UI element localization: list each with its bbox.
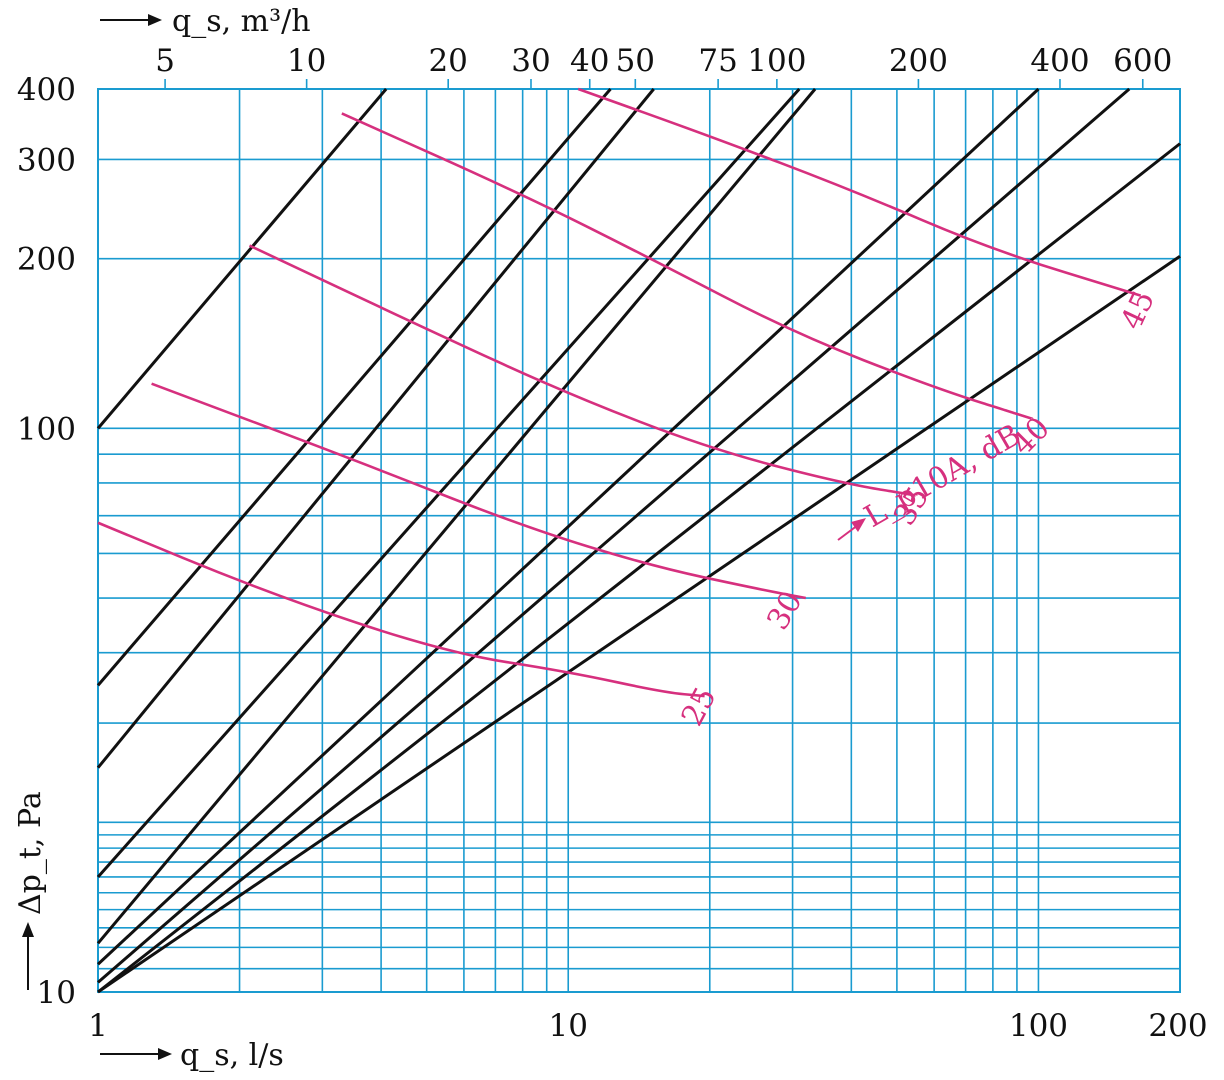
x-axis-label: q_s, l/s <box>180 1038 284 1073</box>
noise-curve-label: 45 <box>1114 286 1162 335</box>
x2-axis-label-group: q_s, m³/h <box>100 4 311 39</box>
x2-tick-label: 50 <box>616 43 655 79</box>
x2-tick-label: 30 <box>511 43 550 79</box>
noise-curve <box>341 112 1033 420</box>
x-axis-arrowhead <box>158 1048 172 1060</box>
x2-axis-label: q_s, m³/h <box>172 4 311 39</box>
x2-tick-label: 20 <box>428 43 467 79</box>
characteristic-line <box>97 142 1181 994</box>
x-tick-label: 200 <box>1148 1008 1207 1044</box>
noise-curve-label: 30 <box>760 585 809 636</box>
characteristic-line <box>96 88 388 430</box>
x2-tick-label: 600 <box>1113 43 1172 79</box>
curve-family-label-group: L_p10A, dB <box>837 417 1027 541</box>
x2-tick-label: 200 <box>889 43 948 79</box>
vertical-gridlines <box>97 89 1181 992</box>
y-tick-label: 200 <box>17 242 76 278</box>
curve-label-arrow-shaft <box>837 524 859 541</box>
characteristic-line <box>96 88 801 878</box>
x2-tick-label: 10 <box>287 43 326 79</box>
noise-curve-label: 25 <box>675 682 724 732</box>
noise-curve <box>151 382 807 600</box>
x-tick-label: 1 <box>88 1008 108 1044</box>
characteristic-line <box>96 87 1040 966</box>
characteristic-line <box>96 88 817 945</box>
y-tick-label: 400 <box>17 72 76 108</box>
x2-tick-label: 100 <box>747 43 806 79</box>
bottom-tick-labels: 1 10 100 200 <box>88 1008 1207 1044</box>
characteristic-line <box>96 88 655 769</box>
horizontal-gridlines <box>98 88 1180 993</box>
x-axis-label-group: q_s, l/s <box>100 1038 284 1073</box>
left-tick-labels: 10 100 200 300 400 <box>17 72 76 1011</box>
y-axis-label-group: Δp_t, Pa <box>13 791 48 990</box>
characteristic-line <box>97 87 1131 984</box>
y-axis-label: Δp_t, Pa <box>13 791 48 915</box>
characteristic-line <box>96 88 612 687</box>
characteristic-line <box>97 254 1181 994</box>
x-tick-label: 100 <box>1009 1008 1068 1044</box>
x-tick-label: 10 <box>548 1008 587 1044</box>
top-tick-labels: 5 10 20 30 40 50 75 100 200 400 600 <box>155 43 1172 89</box>
plot-frame <box>97 88 1181 993</box>
y-axis-arrowhead <box>22 922 34 937</box>
x2-axis-arrowhead <box>148 14 162 26</box>
y-tick-label: 100 <box>17 411 76 447</box>
noise-curve <box>248 244 917 497</box>
black-lines-group <box>96 87 1181 994</box>
x2-tick-label: 5 <box>155 43 175 79</box>
curve-family-label: L_p10A, dB <box>859 417 1027 534</box>
x2-tick-label: 400 <box>1030 43 1089 79</box>
x2-tick-label: 75 <box>698 43 737 79</box>
y-tick-label: 300 <box>17 142 76 178</box>
curve-label-arrowhead <box>851 518 866 532</box>
noise-curve <box>97 521 705 698</box>
y-tick-label: 10 <box>37 975 76 1011</box>
noise-curve <box>577 87 1142 297</box>
x2-tick-label: 40 <box>570 43 609 79</box>
